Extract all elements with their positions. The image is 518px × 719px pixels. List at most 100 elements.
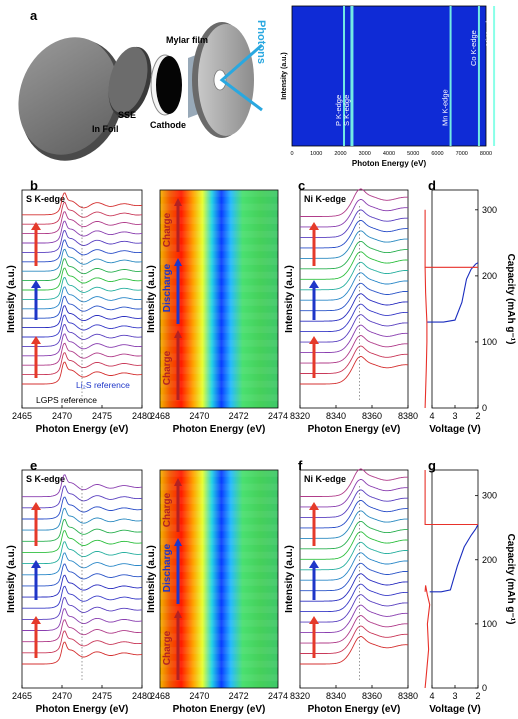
- spectrum-line: [300, 636, 408, 665]
- x-tick-label: 0: [290, 151, 293, 157]
- spectrum-line: [300, 251, 408, 280]
- label-sse: SSE: [118, 110, 136, 120]
- y-axis-label: Capacity (mAh g⁻¹): [505, 534, 516, 625]
- x-tick-label: 3: [452, 691, 457, 701]
- x-tick-label: 6000: [431, 151, 443, 157]
- spectrum-line: [300, 188, 409, 217]
- x-axis-label: Photon Energy (eV): [173, 424, 266, 435]
- x-tick-label: 2474: [268, 411, 288, 421]
- x-tick-label: 2474: [268, 691, 288, 701]
- x-tick-label: 5000: [407, 151, 419, 157]
- y-axis-label: Intensity (a.u.): [6, 265, 17, 333]
- edge-label: P K-edge: [334, 95, 343, 126]
- heatmap-band: [160, 230, 278, 238]
- x-tick-label: 3: [452, 411, 457, 421]
- spectrum-line: [300, 520, 408, 550]
- x-tick-label: 8360: [362, 411, 382, 421]
- spectrum-line: [300, 604, 408, 634]
- panel-label-c: c: [298, 178, 305, 193]
- heatmap-band: [160, 551, 278, 559]
- x-tick-label: 2465: [12, 411, 32, 421]
- heatmap-band: [160, 524, 278, 532]
- panel-label-g: g: [428, 458, 436, 473]
- y-axis-label: Intensity (a.u.): [284, 545, 295, 613]
- photon-beam: [219, 43, 263, 112]
- label-in-foil: In Foil: [92, 124, 119, 134]
- x-tick-label: 8380: [398, 411, 418, 421]
- x-tick-label: 2470: [52, 411, 72, 421]
- x-tick-label: 1000: [310, 151, 322, 157]
- y-axis-label: Intensity (a.u.): [284, 265, 295, 333]
- spectrum-line: [300, 230, 409, 259]
- y-axis-label: Intensity (a.u.): [146, 265, 157, 333]
- heatmap-band: [160, 470, 278, 477]
- heatmap-band: [160, 285, 278, 293]
- heatmap-band: [160, 674, 278, 682]
- heatmap-band: [160, 497, 278, 505]
- segment-arrow-head: [174, 478, 182, 486]
- panel-label-a: a: [30, 8, 38, 23]
- cycle-arrow-head: [31, 560, 41, 568]
- heatmap-area: [291, 5, 487, 147]
- x-tick-label: 8340: [326, 691, 346, 701]
- x-axis-label: Photon Energy (eV): [36, 424, 129, 435]
- cycle-arrow-head: [31, 616, 41, 624]
- spectrum-line: [300, 625, 408, 654]
- heatmap-band: [160, 203, 278, 211]
- x-tick-label: 2465: [12, 691, 32, 701]
- x-tick-label: 2472: [229, 411, 249, 421]
- heatmap-band: [160, 190, 278, 197]
- spectrum-line: [300, 479, 409, 508]
- segment-label: Discharge: [162, 543, 173, 592]
- series-charge: [424, 267, 428, 409]
- heatmap-band: [160, 367, 278, 374]
- cycle-arrow-head: [309, 280, 319, 288]
- heatmap-area: [159, 469, 279, 689]
- spectrum-line: [300, 240, 408, 270]
- panel-title: Ni K-edge: [304, 194, 346, 204]
- plot-frame: [21, 469, 143, 689]
- spectrum-line: [300, 219, 409, 249]
- spectrum-line: [22, 239, 143, 263]
- spectrum-line: [300, 573, 409, 602]
- x-tick-label: 8380: [398, 691, 418, 701]
- x-tick-label: 3000: [359, 151, 371, 157]
- x-tick-label: 8000: [480, 151, 492, 157]
- x-tick-label: 8320: [290, 691, 310, 701]
- panel-label-e: e: [30, 458, 37, 473]
- spectrum-line: [300, 510, 409, 539]
- segment-label: Charge: [162, 630, 173, 665]
- segment-arrow-head: [174, 330, 182, 338]
- heatmap-band: [160, 217, 278, 225]
- x-tick-label: 2470: [189, 691, 209, 701]
- series-charge2: [424, 209, 478, 268]
- annotation-li2s-reference: Li₂S reference: [76, 380, 130, 390]
- segment-arrow-head: [174, 198, 182, 206]
- x-tick-label: 4000: [383, 151, 395, 157]
- x-tick-label: 2470: [189, 411, 209, 421]
- cycle-arrow-head: [309, 616, 319, 624]
- casing-disc: [18, 37, 118, 155]
- cycle-arrow-head: [309, 336, 319, 344]
- heatmap-band: [160, 619, 278, 627]
- panel-f-ni-kedge: 8320 8340 8360 8380 Photon Energy (eV) Intens…: [284, 468, 418, 715]
- annotation-lgps-reference: LGPS reference: [36, 395, 97, 405]
- cycle-arrow-head: [309, 502, 319, 510]
- edge-label: Ni K-edge: [484, 13, 493, 46]
- spectrum-line: [300, 345, 408, 374]
- panel-label-d: d: [428, 178, 436, 193]
- y-tick-label: 0: [482, 403, 487, 413]
- heatmap-band: [160, 258, 278, 265]
- panel-d-capacity: 4 3 20 100 200 300 Voltage (V) Capacity (mAh g⁻…: [424, 189, 516, 435]
- x-axis-label: Photon Energy (eV): [308, 424, 401, 435]
- spectrum-line: [300, 314, 408, 343]
- spectrum-line: [300, 199, 409, 228]
- spectrum-line: [300, 594, 408, 623]
- heatmap-band: [160, 271, 278, 279]
- plot-frame: [431, 469, 479, 689]
